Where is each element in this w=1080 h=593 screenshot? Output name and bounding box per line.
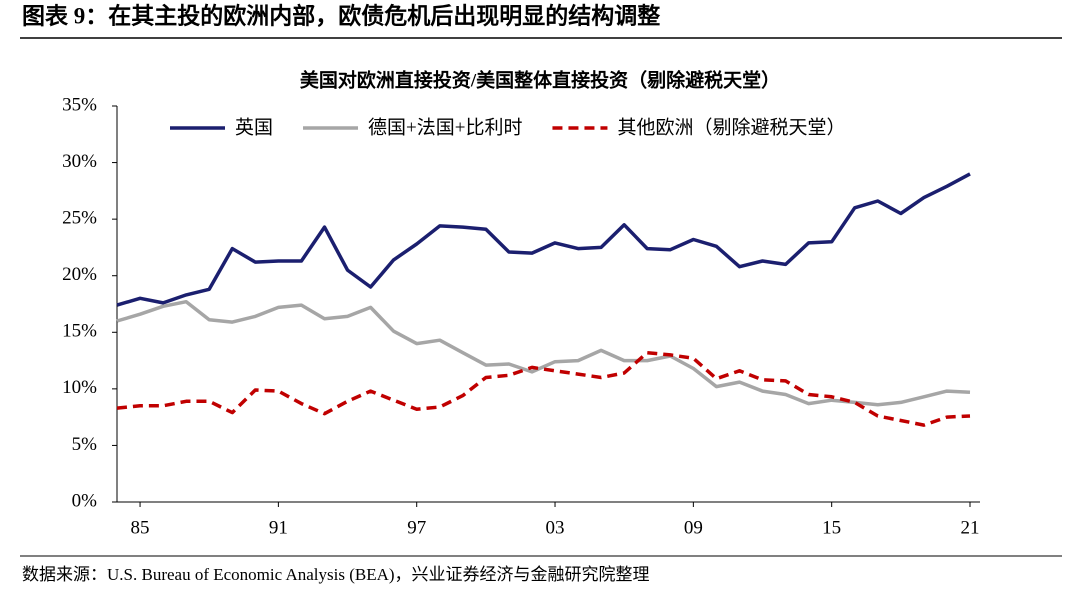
y-tick-label: 15%	[62, 321, 97, 342]
y-tick-label: 10%	[62, 377, 97, 398]
legend-label: 英国	[235, 116, 273, 138]
y-tick-label: 35%	[62, 94, 97, 115]
series-line	[116, 350, 971, 427]
x-tick-label: 21	[961, 517, 980, 538]
series-line	[116, 299, 971, 407]
source: 数据来源：U.S. Bureau of Economic Analysis (B…	[22, 565, 650, 584]
y-tick-label: 5%	[72, 434, 98, 455]
y-tick-label: 25%	[62, 208, 97, 229]
y-tick-label: 30%	[62, 151, 97, 172]
figure-title: 图表 9：在其主投的欧洲内部，欧债危机后出现明显的结构调整	[22, 2, 660, 28]
legend-label: 德国+法国+比利时	[368, 116, 522, 138]
y-tick-label: 20%	[62, 264, 97, 285]
x-tick-label: 85	[131, 517, 150, 538]
x-tick-label: 97	[407, 517, 426, 538]
series-line	[116, 172, 971, 307]
x-tick-label: 03	[546, 517, 565, 538]
y-tick-label: 0%	[72, 490, 98, 511]
x-tick-label: 91	[269, 517, 288, 538]
x-tick-label: 15	[822, 517, 841, 538]
chart-title: 美国对欧洲直接投资/美国整体直接投资（剔除避税天堂）	[300, 68, 780, 91]
x-tick-label: 09	[684, 517, 703, 538]
legend-label: 其他欧洲（剔除避税天堂）	[617, 116, 845, 138]
